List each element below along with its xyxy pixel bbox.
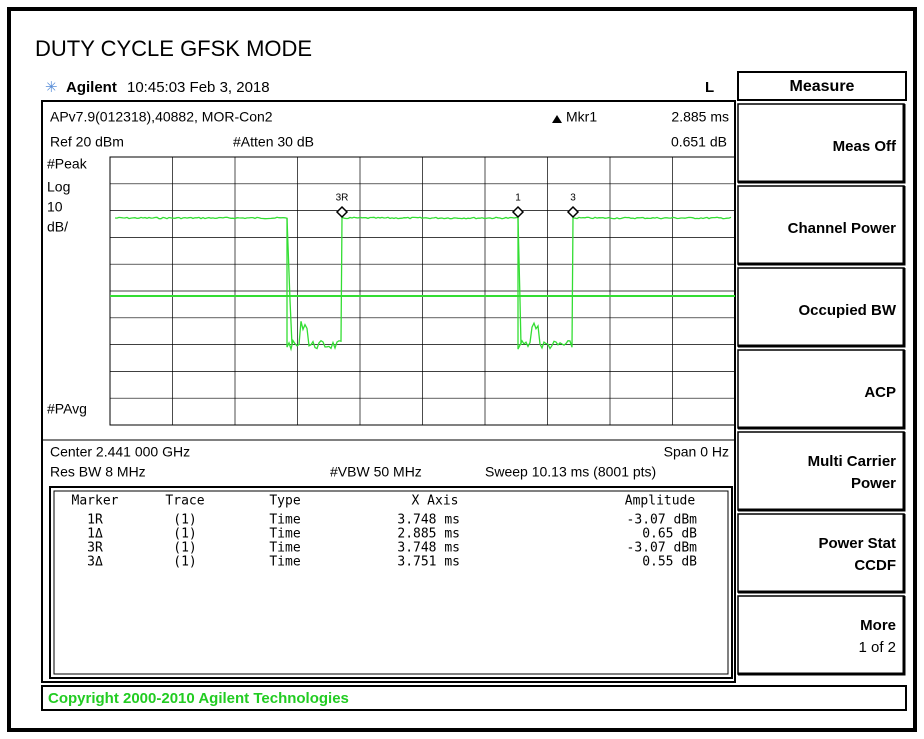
softkey-label: Power bbox=[851, 475, 896, 492]
table-cell: Time bbox=[269, 555, 300, 570]
scale: Log bbox=[47, 179, 70, 195]
trace bbox=[114, 216, 732, 352]
marker-diamond bbox=[335, 205, 349, 219]
table-cell: -3.07 dBm bbox=[627, 541, 698, 556]
softkey[interactable] bbox=[737, 185, 905, 265]
softkey[interactable] bbox=[737, 103, 905, 183]
marker-label: 1 bbox=[515, 193, 521, 204]
status: Copyright 2000-2010 Agilent Technologies bbox=[48, 690, 349, 707]
softkey-bevel bbox=[738, 268, 906, 348]
softkey-label: Meas Off bbox=[833, 138, 897, 155]
softkey-bevel bbox=[738, 432, 906, 512]
marker-label: 3 bbox=[570, 193, 576, 204]
table-cell: 0.65 dB bbox=[642, 527, 697, 542]
span: Span 0 Hz bbox=[664, 444, 729, 460]
status-bar bbox=[41, 685, 907, 711]
table-cell: Time bbox=[269, 541, 300, 556]
softkey-bevel bbox=[738, 514, 906, 594]
scale: 10 bbox=[47, 199, 63, 215]
column-header: Type bbox=[269, 494, 300, 509]
table-cell: 3Δ bbox=[87, 555, 103, 570]
time: 10:45:03 Feb 3, 2018 bbox=[127, 79, 270, 96]
column-header: Amplitude bbox=[625, 494, 696, 509]
softkey-label: Power Stat bbox=[818, 535, 896, 552]
res-bw: Res BW 8 MHz bbox=[50, 464, 146, 480]
softkey-bevel bbox=[738, 350, 906, 430]
marker-label: 3R bbox=[336, 193, 349, 204]
marker-x: 2.885 ms bbox=[671, 109, 729, 125]
info: APv7.9(012318),40882, MOR-Con2 bbox=[50, 109, 273, 125]
table-cell: -3.07 dBm bbox=[627, 513, 698, 528]
table-cell: 1Δ bbox=[87, 527, 103, 542]
table-cell: Time bbox=[269, 513, 300, 528]
table-cell: Time bbox=[269, 527, 300, 542]
trace-area: 3R 1 3 bbox=[110, 193, 735, 352]
vbw: #VBW 50 MHz bbox=[330, 464, 422, 480]
title: DUTY CYCLE GFSK MODE bbox=[35, 36, 312, 61]
softkey-label: ACP bbox=[864, 384, 896, 401]
softkey[interactable] bbox=[737, 431, 905, 511]
softkey-label: 1 of 2 bbox=[858, 639, 896, 656]
marker-y: 0.651 dB bbox=[671, 134, 727, 150]
table-cell: (1) bbox=[173, 555, 196, 570]
softkey-label: Multi Carrier bbox=[808, 453, 897, 470]
trace-drop bbox=[517, 217, 522, 346]
marker-label: Mkr1 bbox=[566, 109, 597, 125]
trace-drop bbox=[286, 217, 293, 346]
column-header: Marker bbox=[72, 494, 119, 509]
marker-diamond bbox=[566, 205, 580, 219]
softkey-bevel bbox=[738, 104, 906, 184]
table-cell: 3.751 ms bbox=[397, 555, 460, 570]
table-cell: 1R bbox=[87, 513, 103, 528]
brand: Agilent bbox=[66, 79, 117, 96]
softkey[interactable] bbox=[737, 595, 905, 675]
softkey-bevel bbox=[738, 186, 906, 266]
table-cell: (1) bbox=[173, 513, 196, 528]
menu: Meas Off Channel Power Occupied BW ACP Multi… bbox=[737, 103, 906, 676]
softkey-label: Channel Power bbox=[788, 220, 897, 237]
marker-table-inner bbox=[53, 490, 729, 675]
softkey-bevel bbox=[738, 596, 906, 676]
atten: #Atten 30 dB bbox=[233, 134, 314, 150]
softkey-label: CCDF bbox=[854, 557, 896, 574]
center: Center 2.441 000 GHz bbox=[50, 444, 190, 460]
menu-title-box bbox=[737, 71, 907, 101]
table-cell: (1) bbox=[173, 527, 196, 542]
table-cell: 3.748 ms bbox=[397, 541, 460, 556]
softkey[interactable] bbox=[737, 513, 905, 593]
sweep: Sweep 10.13 ms (8001 pts) bbox=[485, 464, 656, 480]
ref: Ref 20 dBm bbox=[50, 134, 124, 150]
marker-diamond bbox=[511, 205, 525, 219]
table-cell: (1) bbox=[173, 541, 196, 556]
menu-title: Measure bbox=[790, 78, 855, 95]
scale: dB/ bbox=[47, 219, 68, 235]
softkey[interactable] bbox=[737, 349, 905, 429]
graticule bbox=[109, 156, 736, 426]
detector: #Peak bbox=[47, 156, 88, 172]
indicator: L bbox=[705, 79, 714, 96]
softkey-label: Occupied BW bbox=[798, 302, 896, 319]
delta-icon bbox=[552, 115, 562, 123]
table-cell: 0.55 dB bbox=[642, 555, 697, 570]
softkey-label: More bbox=[860, 617, 896, 634]
average: #PAvg bbox=[47, 401, 87, 417]
table-cell: 2.885 ms bbox=[397, 527, 460, 542]
marker-table-body: Marker Trace Type X Axis Amplitude 1R (1) Time 3… bbox=[72, 494, 698, 570]
column-header: Trace bbox=[165, 494, 204, 509]
table-cell: 3.748 ms bbox=[397, 513, 460, 528]
logo: ✳ bbox=[45, 79, 58, 96]
column-header: X Axis bbox=[412, 494, 459, 509]
marker-table bbox=[49, 486, 733, 679]
table-cell: 3R bbox=[87, 541, 103, 556]
